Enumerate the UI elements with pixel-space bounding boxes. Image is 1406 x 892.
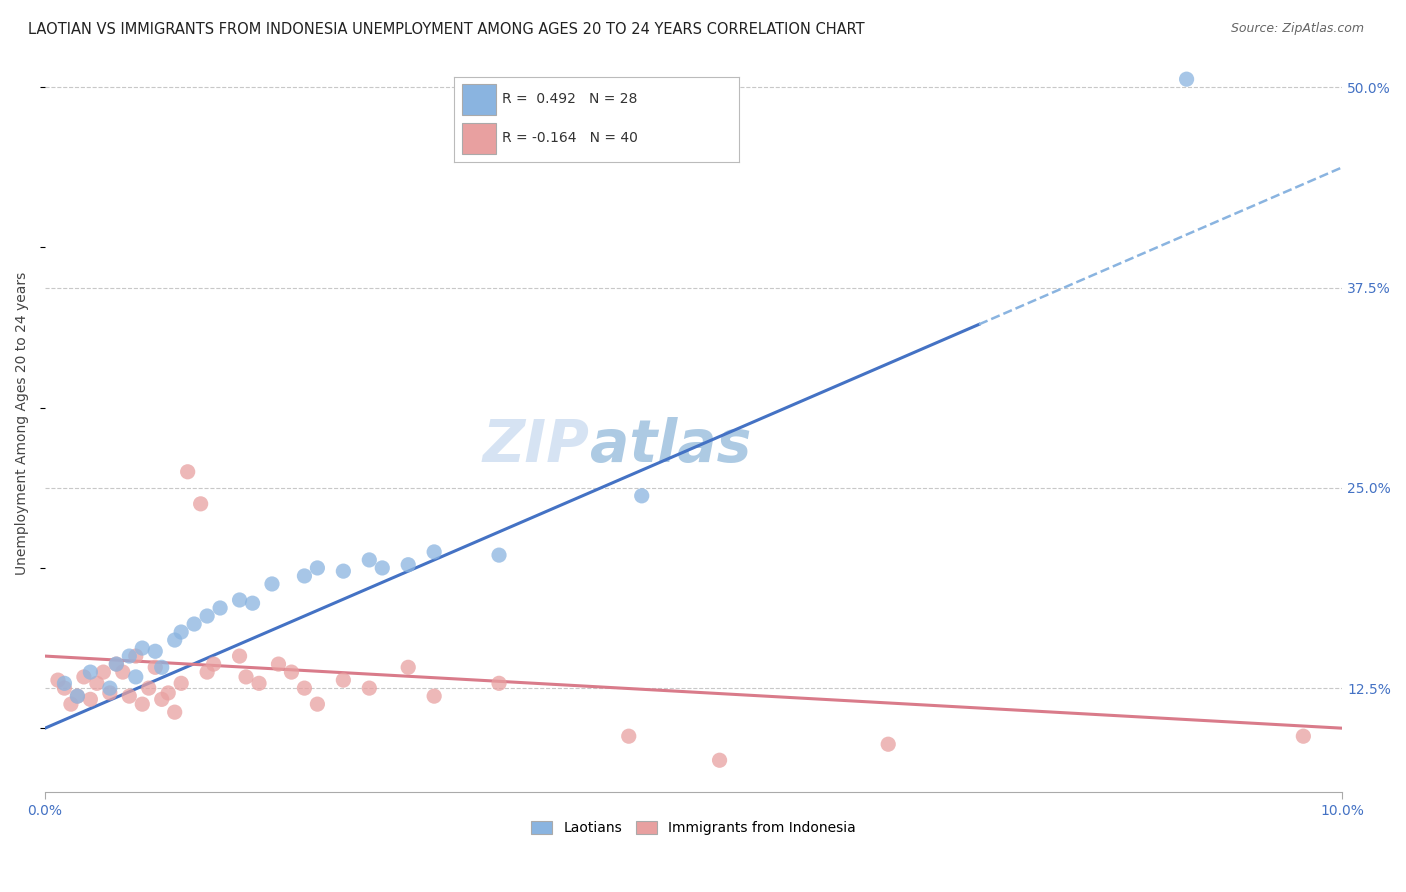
Point (176, 465, 198, 479)
Point (1292, 729, 1315, 743)
Point (131, 641, 153, 656)
Point (46, 673, 69, 687)
Point (307, 697, 329, 711)
Point (617, 729, 640, 743)
Point (53, 676, 76, 690)
Text: ZIP: ZIP (482, 417, 591, 475)
Point (260, 577, 283, 591)
Point (195, 665, 218, 679)
Point (332, 564, 354, 578)
Point (190, 497, 212, 511)
Point (170, 676, 193, 690)
Point (105, 657, 128, 671)
Point (242, 596, 264, 610)
Point (79, 665, 101, 679)
Point (125, 670, 148, 684)
Text: LAOTIAN VS IMMIGRANTS FROM INDONESIA UNEMPLOYMENT AMONG AGES 20 TO 24 YEARS CORR: LAOTIAN VS IMMIGRANTS FROM INDONESIA UNE… (28, 22, 865, 37)
Point (138, 681, 160, 695)
Point (294, 681, 316, 695)
Point (709, 753, 731, 767)
Point (150, 660, 173, 674)
Point (280, 665, 302, 679)
Point (118, 649, 141, 664)
Point (630, 489, 652, 503)
Point (150, 692, 173, 706)
Point (228, 593, 250, 607)
Point (53, 681, 76, 695)
Point (396, 660, 419, 674)
Point (98, 681, 121, 695)
Point (396, 558, 419, 572)
Point (423, 545, 446, 559)
Point (1175, 72, 1198, 87)
Point (359, 553, 381, 567)
Point (163, 633, 186, 648)
Point (228, 649, 250, 664)
Point (183, 617, 205, 632)
Point (73, 670, 96, 684)
Point (163, 705, 186, 719)
Point (359, 681, 381, 695)
Y-axis label: Unemployment Among Ages 20 to 24 years: Unemployment Among Ages 20 to 24 years (15, 272, 30, 575)
Point (235, 670, 257, 684)
Point (93, 665, 115, 679)
Text: atlas: atlas (591, 417, 751, 475)
Point (170, 625, 193, 640)
Point (111, 665, 134, 679)
Point (59, 697, 82, 711)
Legend: Laotians, Immigrants from Indonesia: Laotians, Immigrants from Indonesia (526, 815, 862, 840)
Point (143, 644, 166, 658)
Point (98, 686, 121, 700)
Point (105, 657, 128, 671)
Point (877, 737, 900, 751)
Point (294, 569, 316, 583)
Point (202, 657, 225, 671)
Point (79, 692, 101, 706)
Point (66, 689, 89, 703)
Point (195, 609, 218, 624)
Point (66, 689, 89, 703)
Point (307, 561, 329, 575)
Point (157, 686, 180, 700)
Point (371, 561, 394, 575)
Point (118, 689, 141, 703)
Text: Source: ZipAtlas.com: Source: ZipAtlas.com (1230, 22, 1364, 36)
Point (332, 673, 354, 687)
Point (86, 676, 108, 690)
Point (131, 697, 153, 711)
Point (125, 649, 148, 664)
Point (247, 676, 270, 690)
Point (423, 689, 446, 703)
Point (209, 601, 232, 615)
Point (488, 548, 510, 562)
Point (488, 676, 510, 690)
Point (267, 657, 290, 671)
Point (143, 660, 166, 674)
